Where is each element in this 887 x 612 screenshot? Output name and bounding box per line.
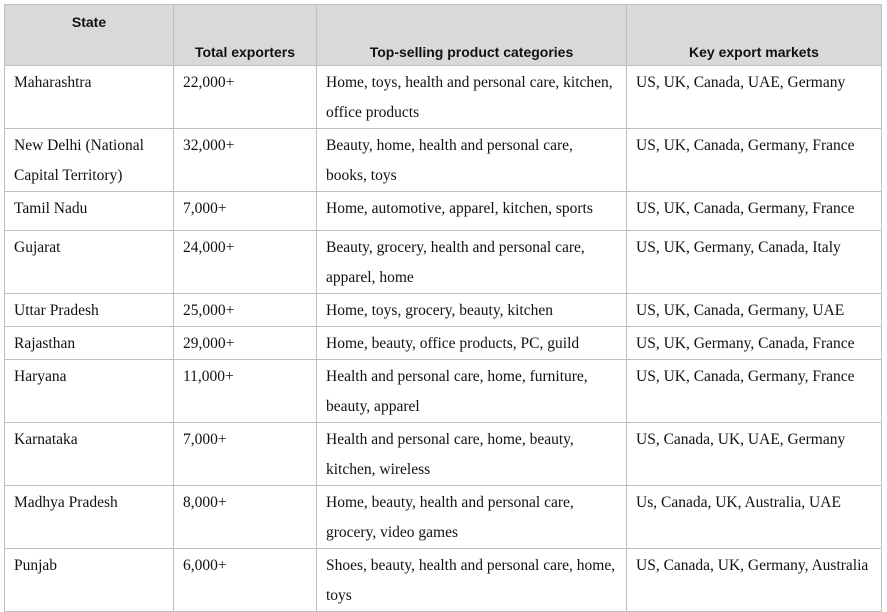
table-row: Uttar Pradesh 25,000+ Home, toys, grocery,… [4, 293, 882, 327]
table-cell: US, UK, Germany, Canada, Italy [626, 230, 882, 294]
table-cell: US, UK, Canada, Germany, France [626, 128, 882, 192]
table-cell: 24,000+ [173, 230, 317, 294]
table-cell: Health and personal care, home, beauty, … [316, 422, 627, 486]
table-cell: 6,000+ [173, 548, 317, 612]
table-cell: Gujarat [4, 230, 174, 294]
header-row: State Total exporters Top-selling product … [4, 4, 882, 66]
exporters-table: State Total exporters Top-selling product … [4, 4, 882, 612]
table-cell: 22,000+ [173, 65, 317, 129]
table-row: Rajasthan 29,000+ Home, beauty, office pro… [4, 326, 882, 360]
table-cell: US, UK, Canada, Germany, France [626, 359, 882, 423]
table-cell: Punjab [4, 548, 174, 612]
table-cell: Home, beauty, health and personal care, … [316, 485, 627, 549]
table-cell: Home, toys, health and personal care, ki… [316, 65, 627, 129]
table-row: Karnataka 7,000+ Health and personal care,… [4, 422, 882, 486]
column-header: Key export markets [626, 4, 882, 66]
column-header: Total exporters [173, 4, 317, 66]
table-cell: US, Canada, UK, UAE, Germany [626, 422, 882, 486]
table-cell: US, UK, Germany, Canada, France [626, 326, 882, 360]
table-cell: 7,000+ [173, 422, 317, 486]
table-cell: US, UK, Canada, Germany, UAE [626, 293, 882, 327]
column-header: Top-selling product categories [316, 4, 627, 66]
table-cell: Home, automotive, apparel, kitchen, spor… [316, 191, 627, 231]
table-cell: Haryana [4, 359, 174, 423]
table-row: Maharashtra 22,000+ Home, toys, health and… [4, 65, 882, 129]
column-header: State [4, 4, 174, 66]
table-cell: Shoes, beauty, health and personal care,… [316, 548, 627, 612]
table-row: Haryana 11,000+ Health and personal care, … [4, 359, 882, 423]
table-cell: US, Canada, UK, Germany, Australia [626, 548, 882, 612]
table-row: Gujarat 24,000+ Beauty, grocery, health an… [4, 230, 882, 294]
table-cell: 25,000+ [173, 293, 317, 327]
table-cell: 29,000+ [173, 326, 317, 360]
table-cell: Beauty, grocery, health and personal car… [316, 230, 627, 294]
table-cell: 32,000+ [173, 128, 317, 192]
table-cell: Us, Canada, UK, Australia, UAE [626, 485, 882, 549]
table-cell: Tamil Nadu [4, 191, 174, 231]
table-body: Maharashtra 22,000+ Home, toys, health and… [4, 65, 882, 612]
table-cell: Rajasthan [4, 326, 174, 360]
table-row: Tamil Nadu 7,000+ Home, automotive, appare… [4, 191, 882, 231]
table-row: New Delhi (National Capital Territory) 32… [4, 128, 882, 192]
table-cell: Home, beauty, office products, PC, guild [316, 326, 627, 360]
table-cell: US, UK, Canada, UAE, Germany [626, 65, 882, 129]
table-cell: Karnataka [4, 422, 174, 486]
page: State Total exporters Top-selling product … [4, 4, 882, 612]
table-cell: Beauty, home, health and personal care, … [316, 128, 627, 192]
table-cell: 7,000+ [173, 191, 317, 231]
table-cell: Madhya Pradesh [4, 485, 174, 549]
table-cell: Health and personal care, home, furnitur… [316, 359, 627, 423]
table-cell: 8,000+ [173, 485, 317, 549]
table-cell: US, UK, Canada, Germany, France [626, 191, 882, 231]
table-row: Madhya Pradesh 8,000+ Home, beauty, health… [4, 485, 882, 549]
table-cell: Uttar Pradesh [4, 293, 174, 327]
table-cell: Maharashtra [4, 65, 174, 129]
table-cell: Home, toys, grocery, beauty, kitchen [316, 293, 627, 327]
table-cell: 11,000+ [173, 359, 317, 423]
table-cell: New Delhi (National Capital Territory) [4, 128, 174, 192]
table-row: Punjab 6,000+ Shoes, beauty, health and pe… [4, 548, 882, 612]
